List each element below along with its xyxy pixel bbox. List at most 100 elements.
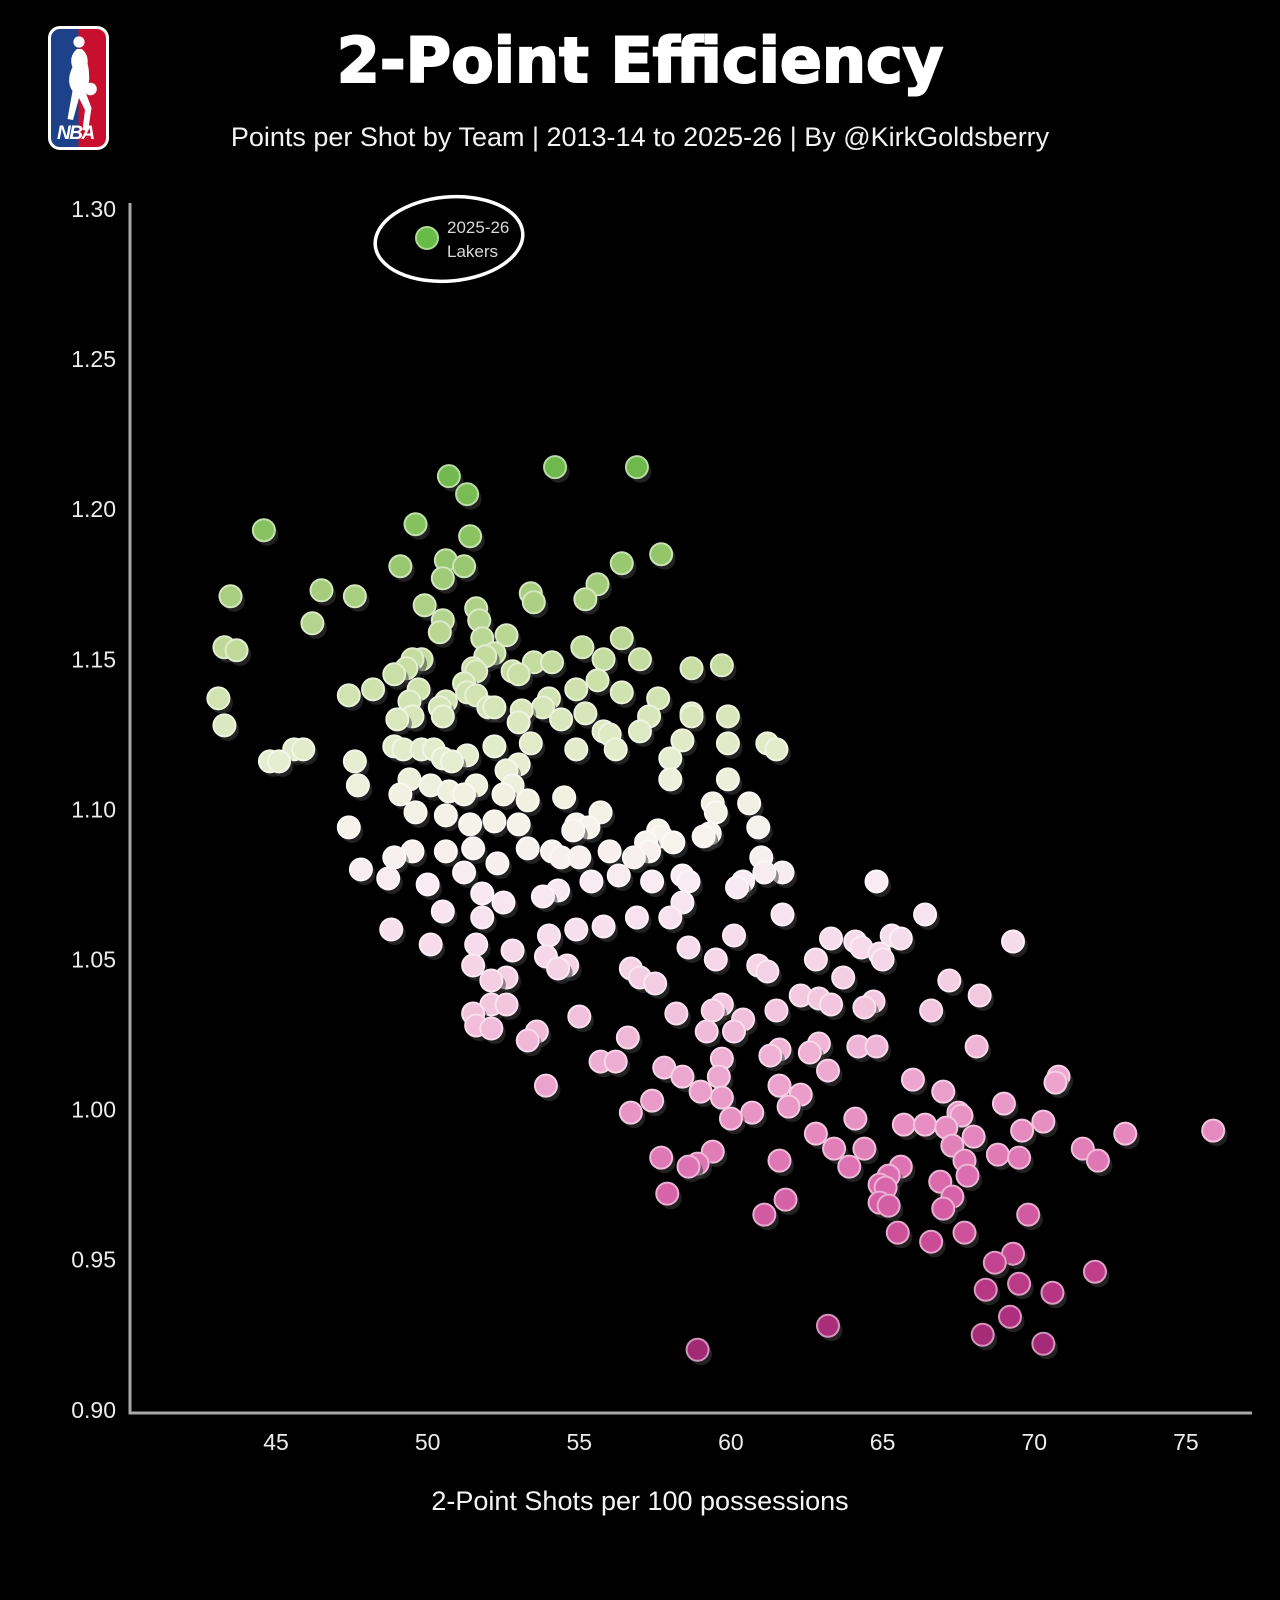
data-point [615,1025,640,1050]
data-point [931,1196,956,1221]
data-point [797,1040,822,1065]
data-point [852,995,877,1020]
data-point [530,884,555,909]
x-tick-label: 70 [1021,1429,1047,1455]
data-point [831,965,856,990]
page-subtitle: Points per Shot by Team | 2013-14 to 202… [230,122,1050,152]
data-point [676,869,701,894]
data-point [715,731,740,756]
data-point [618,1100,643,1125]
data-point [1010,1118,1035,1143]
data-point [564,677,589,702]
data-point [1007,1271,1032,1296]
data-point [661,830,686,855]
data-point [819,926,844,951]
data-point [552,785,577,810]
data-point [603,737,628,762]
data-point [706,1064,731,1089]
data-point [461,836,486,861]
axes: 1.30 1.25 1.20 1.15 1.10 1.05 1.00 0.95 0.90 45 50… [71,196,1252,1455]
data-point [655,1181,680,1206]
data-point [627,647,652,672]
data-point [564,917,589,942]
data-point [755,959,780,984]
data-point [470,905,495,930]
data-point [816,1058,841,1083]
data-point [388,554,413,579]
data-point [900,1067,925,1092]
data-point [1085,1148,1110,1173]
data-point [803,947,828,972]
data-point [382,662,407,687]
data-point [309,578,334,603]
data-point [627,719,652,744]
data-point [382,845,407,870]
x-tick-label: 60 [718,1429,744,1455]
data-point [506,662,531,687]
data-point [585,668,610,693]
data-point [1040,1280,1065,1305]
y-tick-label: 1.00 [71,1097,116,1123]
data-point [388,782,413,807]
data-point [764,998,789,1023]
data-point [694,1019,719,1044]
data-point [752,1202,777,1227]
data-point [931,1079,956,1104]
data-point [482,695,507,720]
data-point [919,1229,944,1254]
data-point [640,1088,665,1113]
data-point [500,938,525,963]
data-point [218,584,243,609]
data-point [518,731,543,756]
data-point [606,863,631,888]
data-point [506,812,531,837]
data-point [403,512,428,537]
data-point [973,1277,998,1302]
data-point [721,923,746,948]
logo-nba-text: NBA [57,123,94,144]
data-point [658,746,683,771]
data-point [876,1193,901,1218]
data-point [379,917,404,942]
data-point [746,815,771,840]
data-point [649,542,674,567]
data-point [515,788,540,813]
data-point [609,626,634,651]
data-point [913,1112,938,1137]
annotation-oval [373,194,525,284]
data-point [336,683,361,708]
data-point [919,998,944,1023]
data-point [970,1322,995,1347]
x-axis-title: 2-Point Shots per 100 possessions [431,1486,849,1516]
y-tick-label: 1.05 [71,947,116,973]
data-point [543,455,568,480]
data-point [546,956,571,981]
y-tick-label: 1.20 [71,496,116,522]
data-point [624,455,649,480]
data-point [361,677,386,702]
data-point [415,872,440,897]
data-point [494,992,519,1017]
data-point [752,860,777,885]
data-point [206,686,231,711]
data-point [342,584,367,609]
data-point [961,1124,986,1149]
data-point [567,1004,592,1029]
data-point [803,1121,828,1146]
data-point [837,1154,862,1179]
data-point [482,809,507,834]
data-point [521,590,546,615]
y-tick-label: 0.95 [71,1247,116,1273]
data-point [573,701,598,726]
data-point [679,656,704,681]
data-point [624,905,649,930]
data-point [658,767,683,792]
annotation-callout: 2025-26 Lakers [373,194,525,284]
data-point [997,1304,1022,1329]
data-point [700,998,725,1023]
data-point [573,587,598,612]
y-tick-label: 1.30 [71,196,116,222]
data-point [515,836,540,861]
